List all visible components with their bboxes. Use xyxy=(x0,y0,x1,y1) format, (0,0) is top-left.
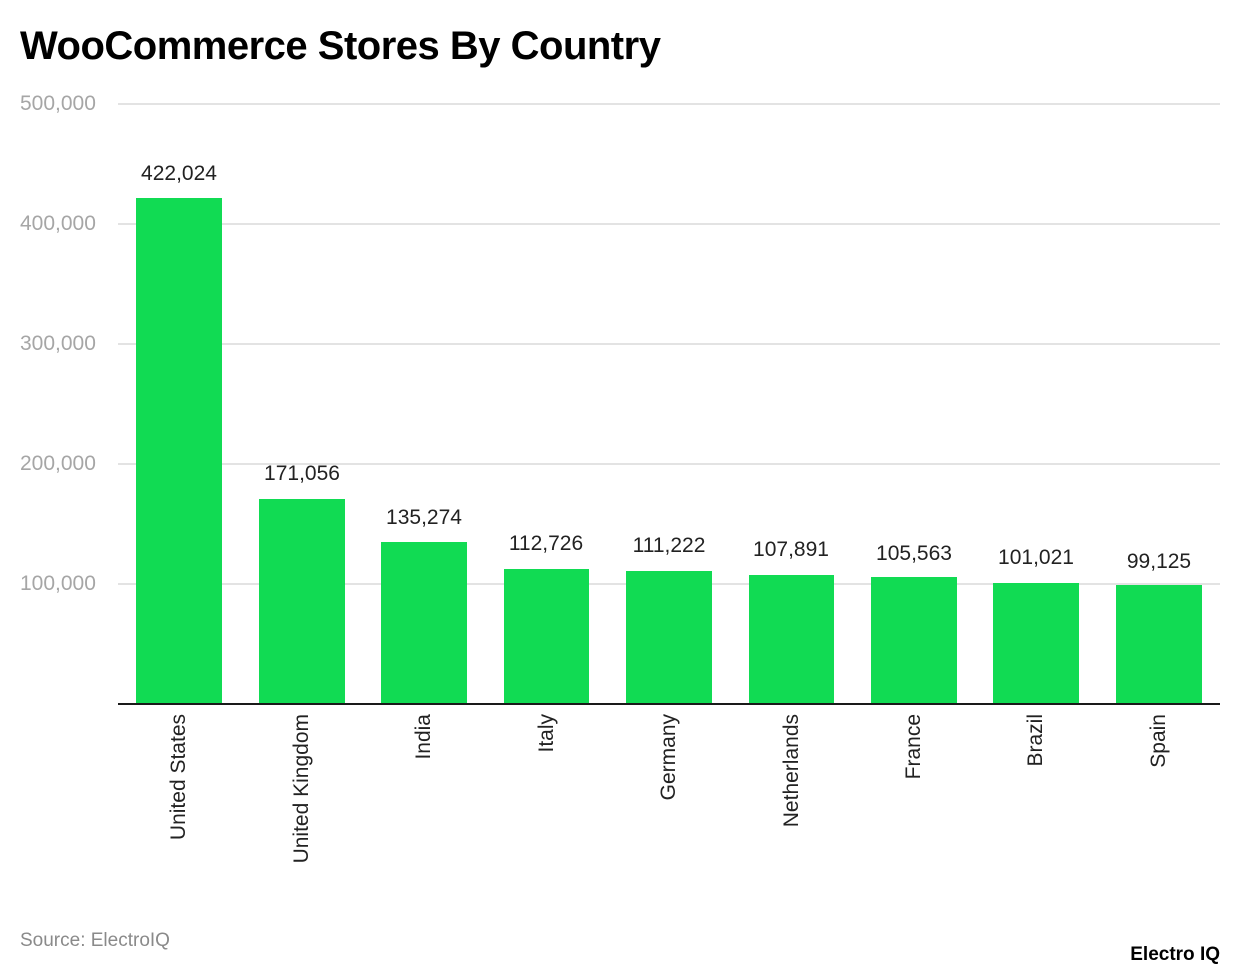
x-tick-label: United Kingdom xyxy=(290,714,313,864)
bar-value-label: 101,021 xyxy=(998,546,1074,569)
bar-united-kingdom xyxy=(259,499,345,704)
bar-value-label: 105,563 xyxy=(876,542,952,565)
x-tick-label: United States xyxy=(167,714,190,841)
bar-value-label: 99,125 xyxy=(1126,550,1192,573)
bar-united-states xyxy=(136,198,222,704)
bar-italy xyxy=(504,569,589,704)
x-tick-label: Germany xyxy=(657,714,680,801)
gridline xyxy=(118,463,1220,465)
bar-value-label: 135,274 xyxy=(386,506,462,529)
bar-value-label: 112,726 xyxy=(508,532,584,555)
y-tick-label: 100,000 xyxy=(20,572,96,595)
bar-value-label: 422,024 xyxy=(141,162,217,185)
brand-logo: Electro IQ xyxy=(1130,944,1220,965)
bar-germany xyxy=(626,571,712,704)
chart-title: WooCommerce Stores By Country xyxy=(20,24,661,68)
y-tick-label: 300,000 xyxy=(20,332,96,355)
x-tick-label: India xyxy=(412,714,435,760)
gridline xyxy=(118,223,1220,225)
x-tick-label: Spain xyxy=(1147,714,1170,768)
y-tick-label: 400,000 xyxy=(20,212,96,235)
bar-spain xyxy=(1116,585,1202,704)
y-tick-label: 500,000 xyxy=(20,92,96,115)
gridline xyxy=(118,343,1220,345)
bar-brazil xyxy=(993,583,1079,704)
bar-india xyxy=(381,542,467,704)
y-tick-label: 200,000 xyxy=(20,452,96,475)
bar-france xyxy=(871,577,957,704)
source-note: Source: ElectroIQ xyxy=(20,930,170,951)
bar-netherlands xyxy=(749,575,834,704)
x-tick-label: France xyxy=(902,714,925,780)
gridline xyxy=(118,103,1220,105)
x-tick-label: Italy xyxy=(535,714,558,753)
x-tick-label: Netherlands xyxy=(780,714,803,828)
bar-value-label: 171,056 xyxy=(264,462,340,485)
bar-value-label: 107,891 xyxy=(753,538,829,561)
x-tick-label: Brazil xyxy=(1024,714,1047,767)
x-axis-line xyxy=(118,703,1220,705)
bar-value-label: 111,222 xyxy=(632,534,706,557)
